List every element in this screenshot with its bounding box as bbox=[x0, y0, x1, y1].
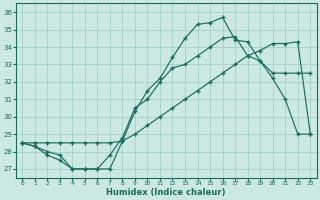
X-axis label: Humidex (Indice chaleur): Humidex (Indice chaleur) bbox=[107, 188, 226, 197]
